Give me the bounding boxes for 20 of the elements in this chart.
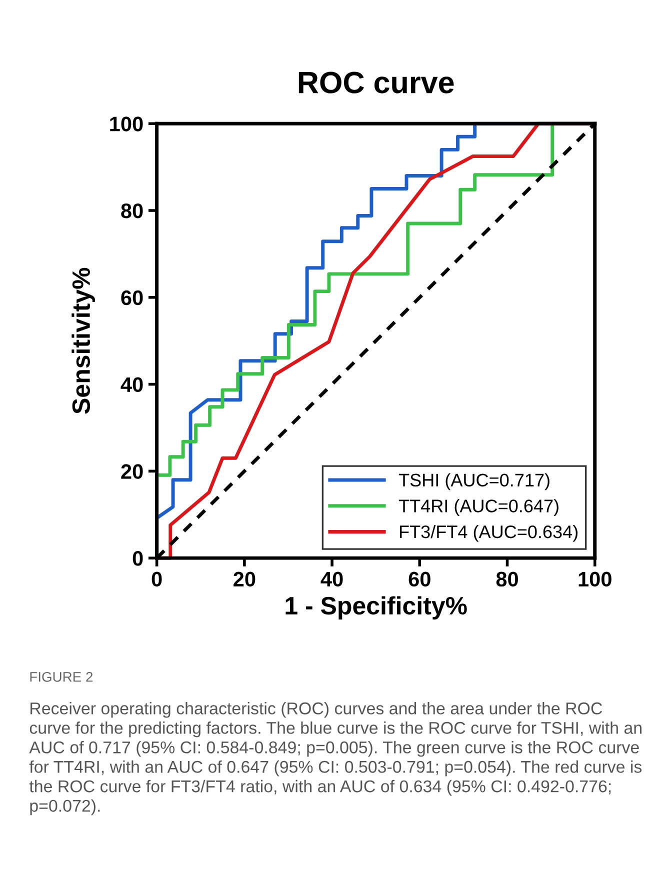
x-tick-label: 100 (578, 572, 612, 587)
x-tick-label: 40 (320, 572, 343, 587)
x-tick-label: 60 (408, 572, 430, 587)
x-tick-label: 80 (496, 572, 518, 587)
text: Receiver operating characteristic (ROC) curves and the area under the ROC curve for the predicting factors. The blue curve is the ROC curve for TSHI, with an AUC of 0.717 (95% CI: 0.584-0.849; p=0.005). The green curve is the ROC curve for TT4RI, with an AUC of 0.647 (95% CI: 0.503-0.791; p=0.054). The red curve is the ROC curve for FT3/FT4 ratio, with an AUC of 0.634 (95% CI: 0.492-0.776; p=0.072). (29, 702, 642, 816)
x-axis-title: 1 - Specificity% (286, 596, 467, 620)
legend-label: TT4RI (AUC=0.647) (398, 499, 558, 516)
legend-label: FT3/FT4 (AUC=0.634) (400, 524, 578, 542)
y-tick-label: 80 (121, 204, 143, 218)
y-tick-label: 20 (121, 464, 143, 479)
x-tick-label: 0 (152, 572, 162, 587)
y-tick-label: 60 (121, 290, 143, 306)
y-tick-label: 100 (110, 116, 143, 132)
legend-label: TSHI (AUC=0.717) (398, 473, 550, 490)
chart-title: ROC curve (298, 72, 454, 94)
x-tick-label: 20 (234, 572, 256, 587)
y-tick-label: 0 (132, 551, 143, 566)
y-tick-label: 40 (120, 377, 143, 392)
caption: FIGURE 2 (30, 672, 93, 682)
y-axis-title: Sensitivity% (72, 268, 95, 414)
